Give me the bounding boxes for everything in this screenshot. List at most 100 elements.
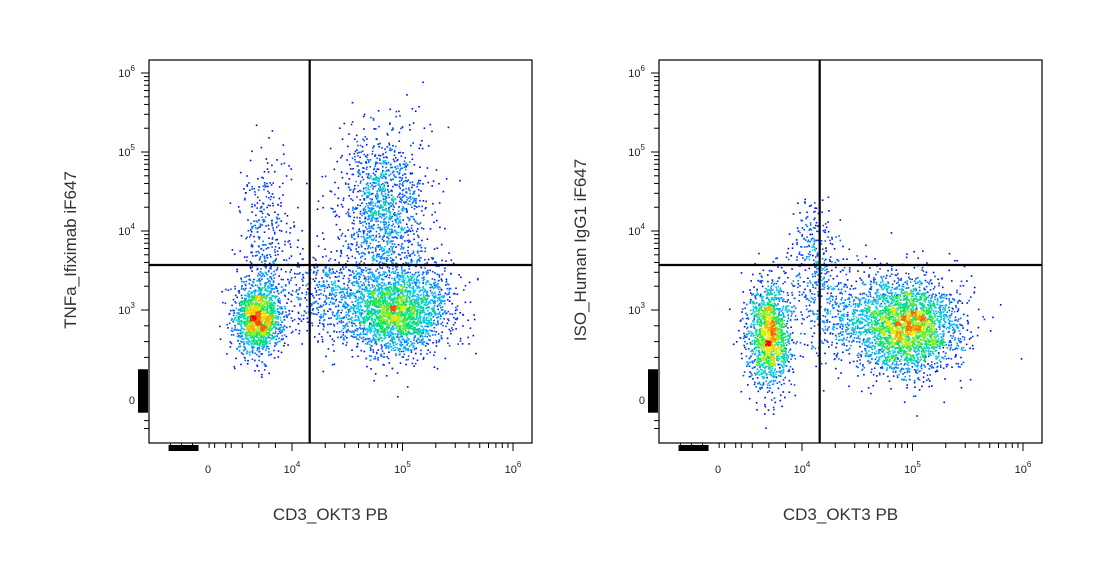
event-dot (278, 340, 281, 343)
event-dot (240, 304, 243, 307)
event-dot (242, 315, 244, 317)
event-dot (431, 286, 434, 288)
event-dot (356, 334, 358, 336)
event-dot (263, 293, 266, 295)
event-dot (367, 268, 369, 271)
event-dot (395, 327, 398, 330)
event-dot (340, 336, 342, 339)
event-dot (396, 372, 399, 374)
event-dot (313, 267, 316, 269)
event-dot (415, 340, 418, 343)
event-dot (257, 290, 259, 292)
event-dot (398, 213, 401, 215)
event-dot (234, 294, 237, 297)
event-dot (398, 200, 401, 203)
event-dot (268, 279, 270, 282)
event-dot (363, 278, 366, 280)
event-dot (407, 230, 410, 232)
event-dot (234, 329, 237, 331)
event-dot (420, 332, 423, 334)
event-dot (367, 295, 369, 298)
event-dot (422, 317, 425, 319)
event-dot (392, 321, 395, 324)
event-dot (381, 298, 384, 301)
event-dot (361, 255, 364, 257)
event-dot (389, 309, 392, 311)
event-dot (383, 337, 385, 340)
event-dot (419, 222, 422, 224)
event-dot (366, 166, 368, 169)
event-dot (281, 286, 283, 288)
event-dot (347, 281, 350, 283)
event-dot (382, 300, 384, 303)
event-dot (377, 188, 380, 190)
event-dot (381, 297, 383, 300)
event-dot (383, 213, 386, 216)
event-dot (315, 272, 318, 275)
event-dot (393, 298, 396, 301)
event-dot (406, 292, 409, 295)
event-dot (367, 251, 370, 253)
event-dot (369, 322, 371, 325)
event-dot (345, 183, 347, 185)
event-dot (388, 203, 390, 206)
event-dot (252, 336, 254, 339)
event-dot (244, 318, 247, 320)
event-dot (370, 220, 372, 222)
event-dot (386, 331, 388, 333)
event-dot (413, 329, 415, 332)
event-dot (271, 327, 274, 330)
event-dot (327, 348, 330, 350)
event-dot (386, 170, 388, 172)
event-dot (357, 303, 359, 305)
event-dot (369, 290, 371, 292)
event-dot (405, 255, 408, 257)
event-dot (276, 342, 278, 344)
event-dot (238, 292, 241, 294)
event-dot (342, 321, 345, 323)
event-dot (409, 302, 412, 304)
event-dot (227, 289, 230, 291)
event-dot (232, 314, 235, 317)
event-dot (319, 304, 322, 307)
event-dot (363, 321, 366, 323)
event-dot (348, 153, 351, 156)
event-dot (274, 259, 276, 262)
event-dot (401, 273, 404, 275)
event-dot (233, 365, 235, 368)
event-dot (358, 230, 360, 232)
event-dot (372, 234, 374, 237)
event-dot (366, 212, 369, 214)
event-dot (391, 190, 393, 193)
event-dot (438, 276, 441, 278)
event-dot (354, 206, 357, 209)
event-dot (281, 289, 284, 292)
event-dot (335, 298, 338, 301)
event-dot (377, 197, 379, 199)
event-dot (396, 215, 398, 217)
event-dot (363, 284, 366, 286)
event-dot (284, 325, 286, 328)
event-dot (398, 279, 401, 281)
event-dot (364, 216, 367, 219)
event-dot (379, 206, 382, 208)
event-dot (285, 175, 288, 177)
event-dot (387, 202, 389, 204)
event-dot (394, 166, 397, 168)
event-dot (254, 224, 256, 227)
event-dot (417, 250, 419, 252)
event-dot (278, 186, 281, 188)
event-dot (325, 296, 328, 298)
event-dot (421, 250, 423, 252)
event-dot (280, 351, 283, 354)
event-dot (324, 267, 327, 270)
event-dot (311, 322, 313, 324)
event-dot (392, 342, 395, 345)
event-dot (387, 134, 389, 136)
event-dot (432, 257, 435, 259)
event-dot (232, 298, 235, 301)
event-dot (375, 281, 378, 283)
event-dot (315, 284, 318, 287)
event-dot (387, 161, 390, 164)
event-dot (250, 291, 252, 293)
